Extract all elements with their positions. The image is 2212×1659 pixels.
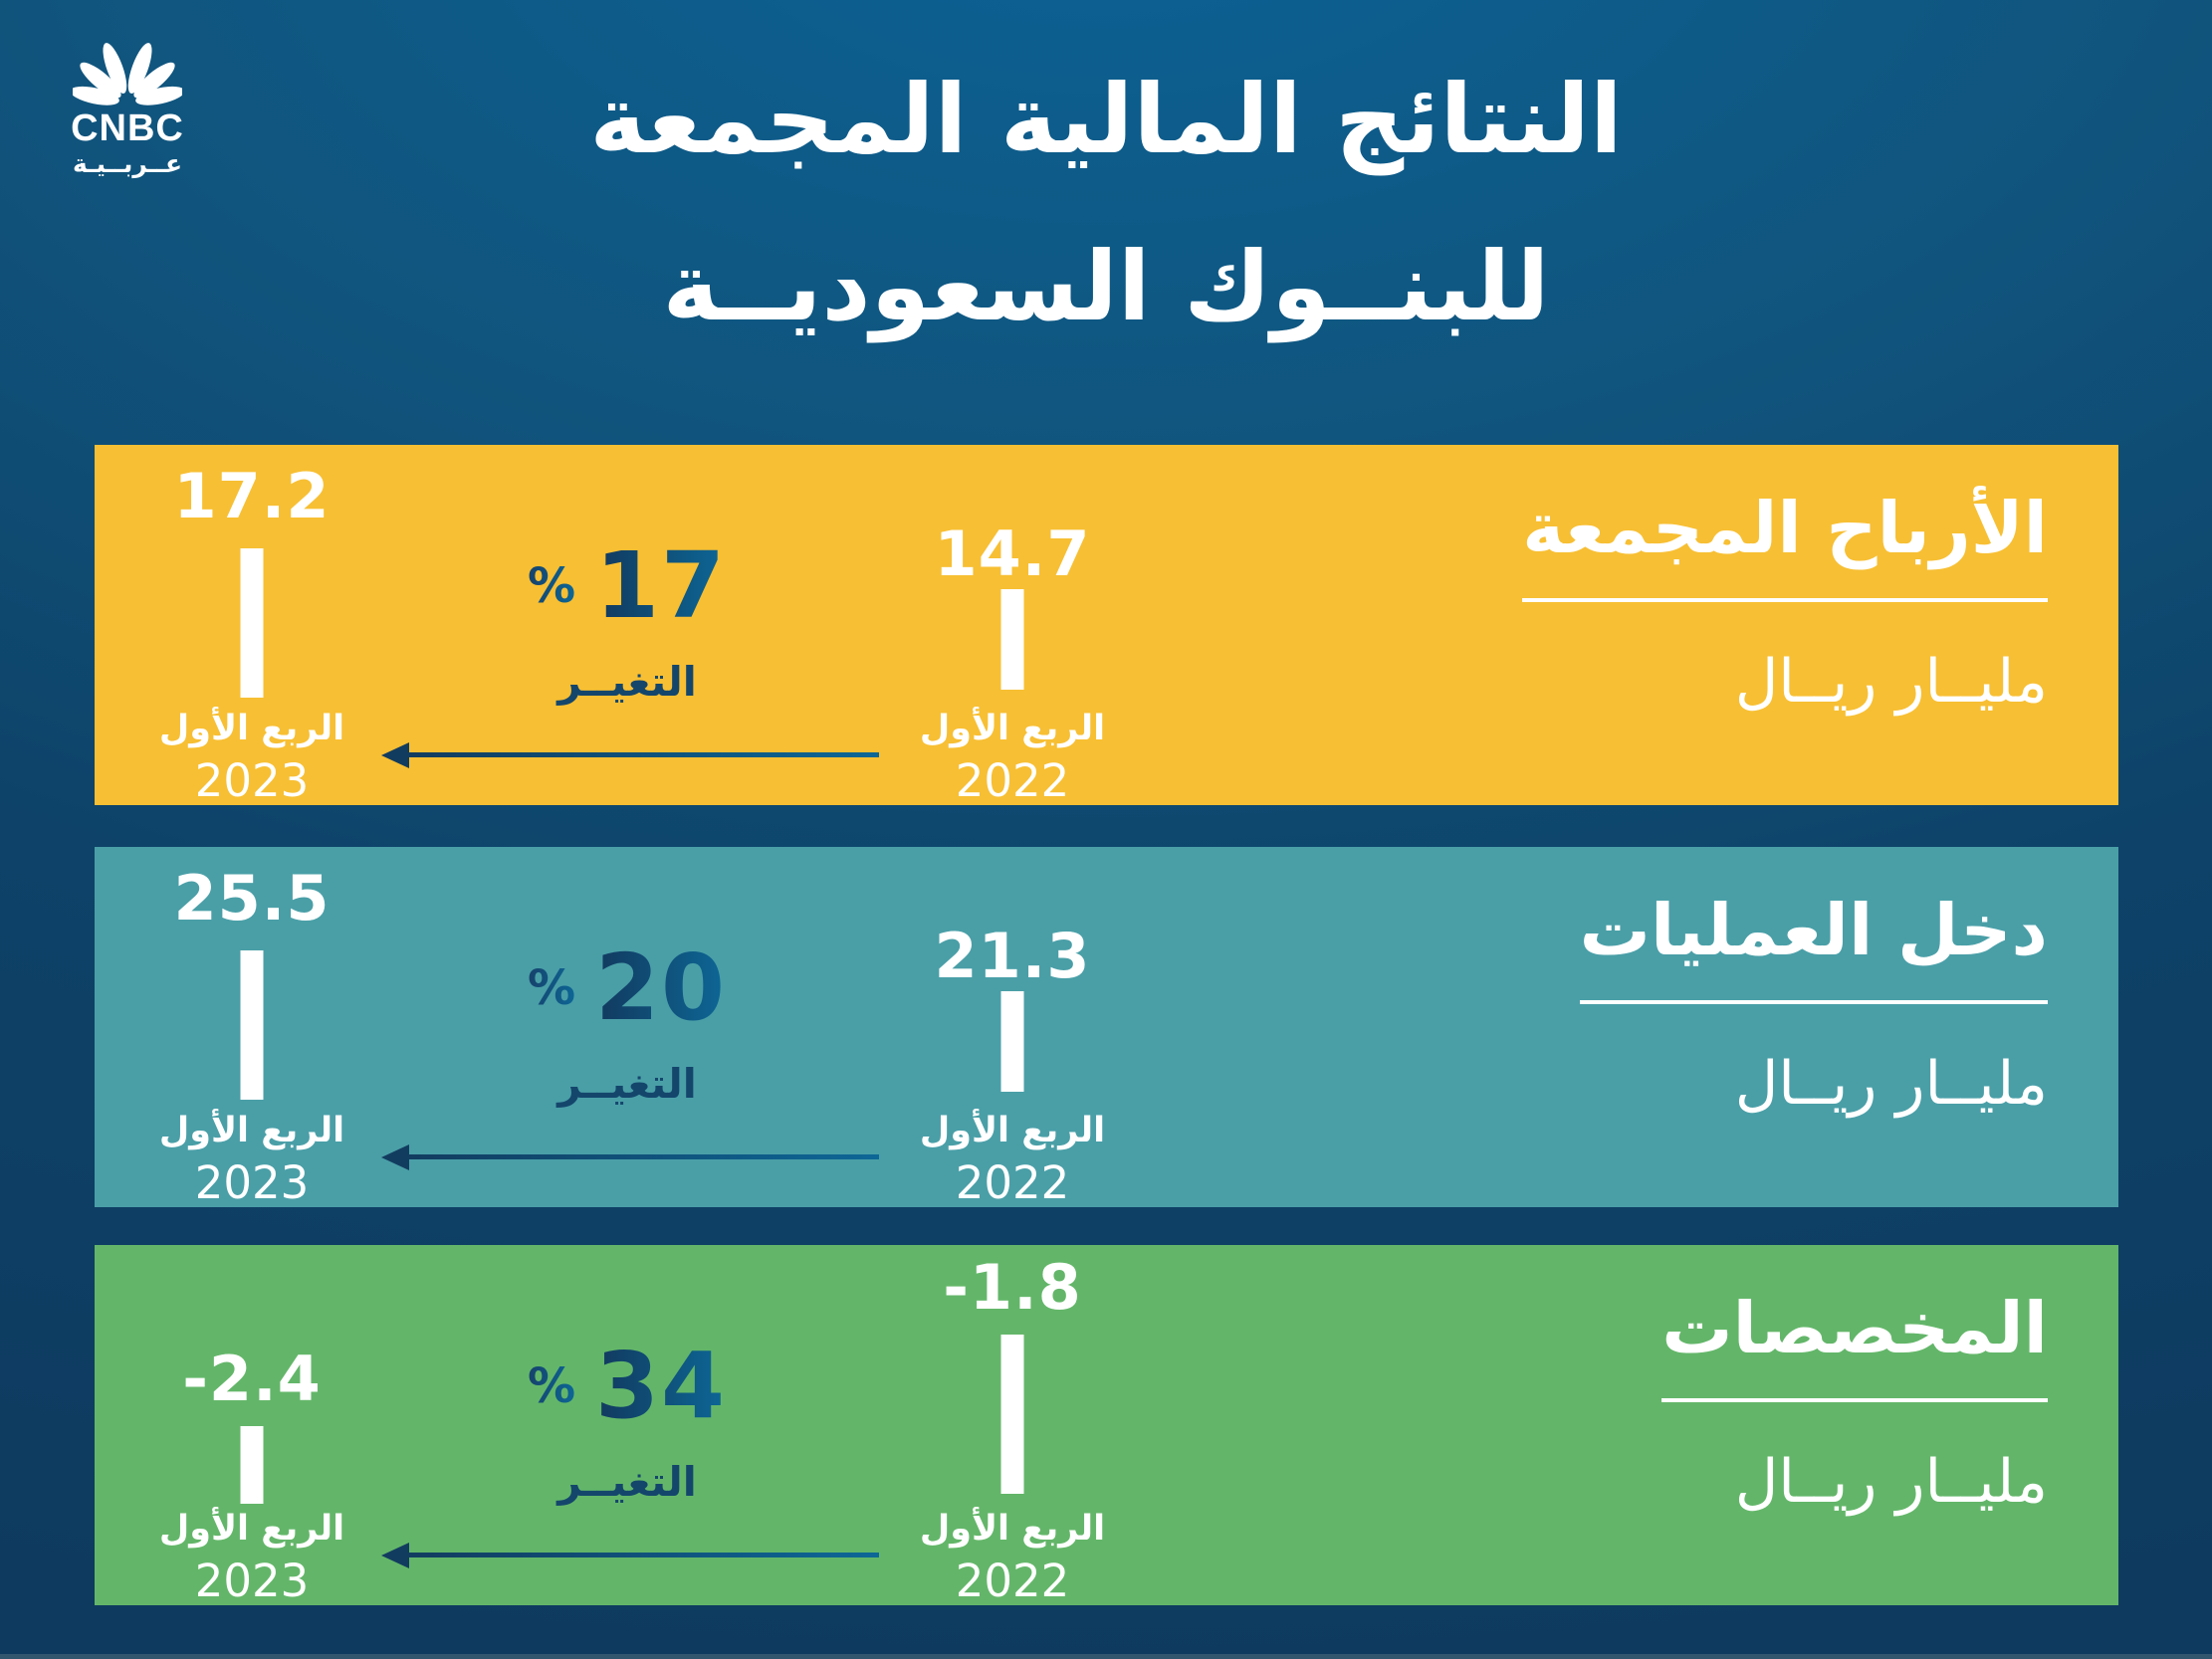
- value-2022: 14.7: [934, 518, 1091, 590]
- unit-label: مليــار ريــال: [1734, 1048, 2048, 1119]
- band-divider: [1522, 597, 2048, 602]
- band-divider: [1579, 999, 2048, 1004]
- change-label: التغيــر: [557, 1060, 697, 1108]
- quarter-label: الربع الأول: [158, 1111, 345, 1150]
- band-heading: الأرباح المجمعة مليــار ريــال: [1522, 481, 2048, 718]
- value-2022: 21.3: [934, 920, 1091, 992]
- change-percent-value: 34: [595, 1333, 728, 1439]
- band-heading: المخصصات مليــار ريــال: [1661, 1281, 2048, 1518]
- band-heading: دخل العمليات مليــار ريــال: [1579, 883, 2048, 1120]
- band-provisions: -2.4 الربع الأول 2023 % 34 التغيــر -1.8…: [95, 1245, 2118, 1605]
- page-title-line2: للبنــوك السعوديــة: [662, 231, 1550, 342]
- value-2022: -1.8: [943, 1251, 1082, 1324]
- change-percent-value: 17: [595, 532, 728, 639]
- quarter-label: الربع الأول: [919, 709, 1106, 748]
- peacock-icon: [73, 43, 182, 105]
- percent-sign: %: [527, 960, 576, 1016]
- value-column-2023: 17.2 الربع الأول 2023: [95, 445, 409, 805]
- value-column-2022: -1.8 الربع الأول 2022: [855, 1245, 1170, 1605]
- quarter-label: الربع الأول: [158, 1509, 345, 1549]
- change-label: التغيــر: [557, 658, 697, 706]
- value-column-2023: -2.4 الربع الأول 2023: [95, 1245, 409, 1605]
- arrow-line: [405, 1553, 879, 1557]
- quarter-label: الربع الأول: [158, 709, 345, 748]
- tick-bar-2023: [240, 548, 264, 698]
- percent-sign: %: [527, 1358, 576, 1414]
- band-operating-income: 25.5 الربع الأول 2023 % 20 التغيــر 21.3…: [95, 847, 2118, 1207]
- band-title: المخصصات: [1661, 1287, 2048, 1369]
- change-block: % 17 التغيــر: [468, 540, 786, 703]
- change-block: % 34 التغيــر: [468, 1341, 786, 1503]
- value-2023: -2.4: [182, 1343, 322, 1415]
- cnbc-logo: CNBC عــربــيـة: [48, 26, 207, 176]
- arrow-line: [405, 1154, 879, 1159]
- year-label-2023: 2023: [194, 1156, 310, 1209]
- unit-label: مليــار ريــال: [1734, 1446, 2048, 1517]
- page-title-line1: النتائج المالية المجمعة: [589, 64, 1623, 175]
- bottom-edge-strip: [0, 1654, 2212, 1659]
- value-2023: 17.2: [173, 460, 331, 532]
- brand-sub-arabic: عــربــيـة: [72, 149, 183, 178]
- tick-bar-2022: [1000, 991, 1024, 1092]
- arrow-head-icon: [381, 1144, 409, 1170]
- year-label-2022: 2022: [955, 1555, 1070, 1607]
- band-consolidated-profits: 17.2 الربع الأول 2023 % 17 التغيــر 14.7…: [95, 445, 2118, 805]
- arrow-head-icon: [381, 742, 409, 768]
- change-label: التغيــر: [557, 1458, 697, 1506]
- arrow-line: [405, 752, 879, 757]
- percent-sign: %: [527, 558, 576, 614]
- trend-arrow: [381, 742, 879, 768]
- unit-label: مليــار ريــال: [1734, 646, 2048, 717]
- tick-bar-2023: [240, 950, 264, 1100]
- year-label-2022: 2022: [955, 1156, 1070, 1209]
- year-label-2023: 2023: [194, 754, 310, 807]
- arrow-head-icon: [381, 1543, 409, 1568]
- change-block: % 20 التغيــر: [468, 942, 786, 1105]
- change-percent-value: 20: [595, 934, 728, 1041]
- tick-bar-2023: [240, 1426, 264, 1504]
- tick-bar-2022: [1000, 589, 1024, 690]
- value-column-2022: 14.7 الربع الأول 2022: [855, 445, 1170, 805]
- year-label-2023: 2023: [194, 1555, 310, 1607]
- value-2023: 25.5: [173, 862, 331, 934]
- value-column-2023: 25.5 الربع الأول 2023: [95, 847, 409, 1207]
- band-title: دخل العمليات: [1579, 889, 2048, 971]
- band-title: الأرباح المجمعة: [1522, 487, 2048, 569]
- year-label-2022: 2022: [955, 754, 1070, 807]
- value-column-2022: 21.3 الربع الأول 2022: [855, 847, 1170, 1207]
- quarter-label: الربع الأول: [919, 1111, 1106, 1150]
- quarter-label: الربع الأول: [919, 1509, 1106, 1549]
- trend-arrow: [381, 1144, 879, 1170]
- brand-name: CNBC: [71, 107, 184, 149]
- band-divider: [1661, 1397, 2048, 1402]
- trend-arrow: [381, 1543, 879, 1568]
- tick-bar-2022: [1000, 1335, 1024, 1494]
